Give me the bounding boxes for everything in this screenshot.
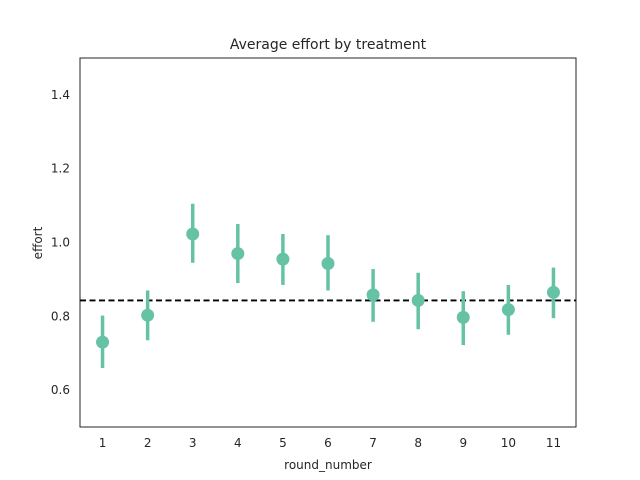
data-point xyxy=(546,285,560,299)
x-tick-label: 1 xyxy=(99,436,107,450)
x-tick-label: 6 xyxy=(324,436,332,450)
x-axis-label: round_number xyxy=(284,458,372,472)
y-axis: 0.6 0.8 1.0 1.2 1.4 xyxy=(51,88,70,397)
data-point xyxy=(321,257,335,271)
y-tick-label: 1.0 xyxy=(51,236,70,250)
data-point xyxy=(501,303,515,317)
x-tick-label: 7 xyxy=(369,436,377,450)
data-point xyxy=(96,335,110,349)
data-point xyxy=(231,247,245,261)
data-point xyxy=(411,293,425,307)
y-tick-label: 0.8 xyxy=(51,309,70,323)
x-tick-label: 10 xyxy=(501,436,516,450)
y-axis-label: effort xyxy=(31,226,45,259)
data-point xyxy=(186,227,200,241)
x-tick-label: 8 xyxy=(414,436,422,450)
x-tick-label: 11 xyxy=(546,436,561,450)
x-tick-label: 2 xyxy=(144,436,152,450)
chart-title: Average effort by treatment xyxy=(230,37,427,53)
data-series xyxy=(96,203,560,368)
x-axis: 1 2 3 4 5 6 7 8 9 10 11 xyxy=(99,436,561,450)
data-point xyxy=(141,308,155,322)
y-tick-label: 1.4 xyxy=(51,88,70,102)
x-tick-label: 3 xyxy=(189,436,197,450)
x-tick-label: 4 xyxy=(234,436,242,450)
x-tick-label: 5 xyxy=(279,436,287,450)
y-tick-label: 1.2 xyxy=(51,162,70,176)
data-point xyxy=(456,310,470,324)
y-tick-label: 0.6 xyxy=(51,383,70,397)
x-tick-label: 9 xyxy=(459,436,467,450)
data-point xyxy=(276,252,290,266)
data-point xyxy=(366,288,380,302)
plot-frame xyxy=(79,57,577,428)
